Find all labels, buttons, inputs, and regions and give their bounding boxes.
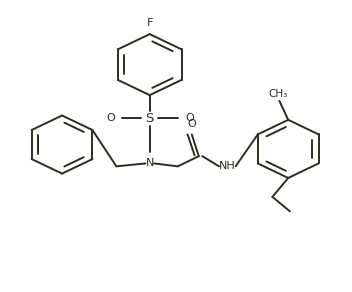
Text: N: N bbox=[145, 158, 154, 168]
Text: O: O bbox=[106, 113, 115, 124]
Text: NH: NH bbox=[219, 161, 235, 171]
Text: O: O bbox=[186, 113, 194, 124]
Text: F: F bbox=[146, 18, 153, 28]
Text: S: S bbox=[145, 112, 154, 125]
Text: O: O bbox=[187, 119, 196, 128]
Text: CH₃: CH₃ bbox=[268, 89, 287, 99]
